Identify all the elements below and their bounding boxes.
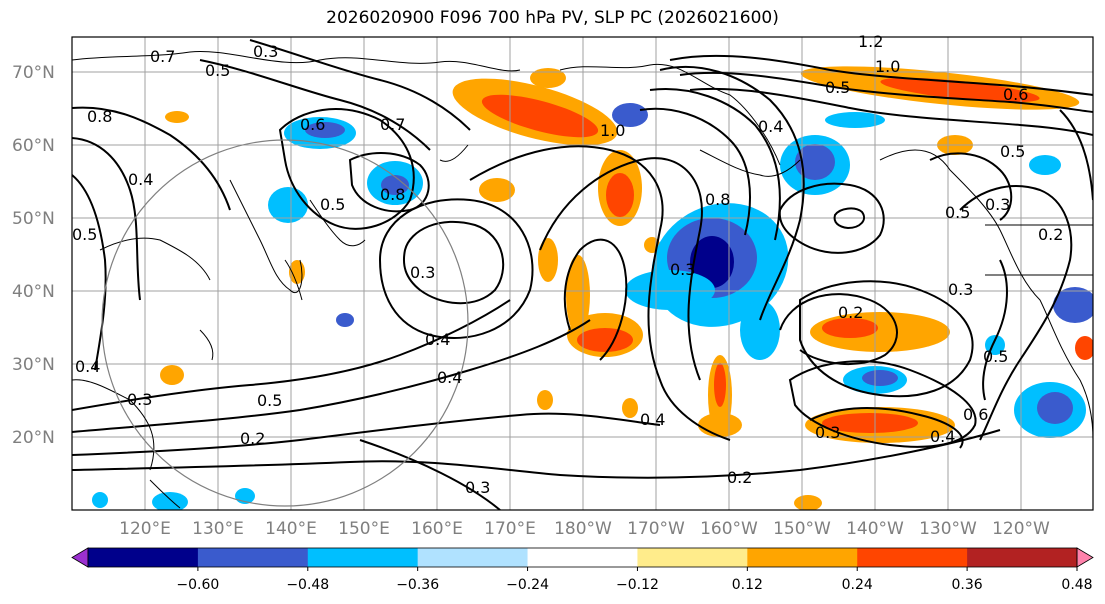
colorbar-segment <box>88 548 199 567</box>
lat-label: 60°N <box>12 136 55 156</box>
colorbar-segment <box>747 548 858 567</box>
contour-label: 0.3 <box>948 280 973 299</box>
lon-label: 140°E <box>265 519 317 539</box>
colorbar-segment <box>197 548 309 567</box>
lat-label: 30°N <box>12 355 55 375</box>
contour-label: 0.2 <box>240 429 265 448</box>
colorbar-segment <box>857 548 968 567</box>
contour-label: 0.5 <box>72 225 97 244</box>
lon-label: 130°E <box>192 519 244 539</box>
colorbar-segment <box>527 548 638 567</box>
lon-label: 170°E <box>484 519 536 539</box>
colorbar-segment <box>637 548 748 567</box>
colorbar-extend-low <box>71 547 89 568</box>
contour-label: 0.3 <box>670 260 695 279</box>
contour-label: 1.2 <box>858 32 883 51</box>
map-title: 2026020900 F096 700 hPa PV, SLP PC (2026… <box>326 8 779 28</box>
contour-label: 0.5 <box>825 78 850 97</box>
map-border <box>71 36 1094 511</box>
graticule <box>72 37 1093 510</box>
colorbar-border <box>87 547 1078 568</box>
lon-label: 130°W <box>919 519 977 539</box>
colorbar-tick-label: 0.24 <box>842 577 873 593</box>
contour-label: 0.2 <box>727 468 752 487</box>
lon-label: 180°W <box>554 519 612 539</box>
contour-label: 0.4 <box>758 117 783 136</box>
lat-label: 50°N <box>12 209 55 229</box>
contour-label: 0.8 <box>87 107 112 126</box>
colorbar-tick-label: −0.12 <box>616 577 659 593</box>
contour-label: 0.2 <box>1038 225 1063 244</box>
colorbar-ticks: −0.60 −0.48 −0.36 −0.24 −0.12 0.12 0.24 0.36 0.4… <box>176 567 1093 593</box>
contour-label: 0.5 <box>945 203 970 222</box>
lon-label: 160°W <box>700 519 758 539</box>
colorbar-tick-label: −0.24 <box>506 577 549 593</box>
colorbar-segment <box>417 548 529 567</box>
contour-label: 0.5 <box>257 391 282 410</box>
colorbar-segment <box>967 548 1078 567</box>
contour-label: 0.5 <box>1000 142 1025 161</box>
contour-label: 0.5 <box>983 347 1008 366</box>
contour-label: 1.0 <box>875 57 900 76</box>
contour-label: 0.3 <box>985 195 1010 214</box>
colorbar-tick-label: −0.60 <box>176 577 219 593</box>
contour-label: 0.6 <box>1003 85 1028 104</box>
lon-label: 170°W <box>627 519 685 539</box>
contour-label: 0.7 <box>380 115 405 134</box>
contour-label: 0.6 <box>963 405 988 424</box>
contour-label: 0.3 <box>815 423 840 442</box>
lat-label: 70°N <box>12 63 55 83</box>
colorbar-tick-label: −0.48 <box>286 577 329 593</box>
lon-label: 140°W <box>846 519 904 539</box>
contour-label: 1.0 <box>600 121 625 140</box>
contour-label: 0.6 <box>300 115 325 134</box>
contour-label: 0.3 <box>253 42 278 61</box>
lon-label: 160°E <box>411 519 463 539</box>
pv-anomaly-shading <box>92 66 1093 510</box>
lon-label: 150°W <box>773 519 831 539</box>
slp-contours <box>72 39 1093 510</box>
colorbar-segment <box>307 548 419 567</box>
contour-label: 0.4 <box>128 170 153 189</box>
contour-label: 0.4 <box>437 368 462 387</box>
contour-label: 0.5 <box>320 195 345 214</box>
colorbar <box>71 547 1094 568</box>
lon-label: 120°E <box>119 519 171 539</box>
lon-label: 120°W <box>992 519 1050 539</box>
contour-label: 0.4 <box>930 427 955 446</box>
contour-label: 0.8 <box>380 185 405 204</box>
contour-label: 0.4 <box>640 410 665 429</box>
latitude-labels: 70°N 60°N 50°N 40°N 30°N 20°N <box>12 63 55 448</box>
colorbar-tick-label: 0.48 <box>1061 577 1092 593</box>
contour-label: 0.3 <box>410 263 435 282</box>
contour-label: 0.7 <box>150 47 175 66</box>
contour-label: 0.5 <box>205 61 230 80</box>
lon-label: 150°E <box>338 519 390 539</box>
contour-label: 0.2 <box>838 303 863 322</box>
colorbar-tick-label: 0.12 <box>732 577 763 593</box>
contour-label: 0.4 <box>425 330 450 349</box>
contour-label: 0.3 <box>465 478 490 497</box>
contour-label: 0.8 <box>705 190 730 209</box>
lat-label: 40°N <box>12 282 55 302</box>
contour-label: 0.4 <box>75 357 100 376</box>
colorbar-tick-label: −0.36 <box>396 577 439 593</box>
colorbar-extend-high <box>1076 547 1094 568</box>
colorbar-tick-label: 0.36 <box>952 577 983 593</box>
longitude-labels: 120°E 130°E 140°E 150°E 160°E 170°E 180°… <box>119 519 1050 539</box>
lat-label: 20°N <box>12 428 55 448</box>
contour-label: 0.3 <box>127 390 152 409</box>
range-ring <box>101 139 469 507</box>
